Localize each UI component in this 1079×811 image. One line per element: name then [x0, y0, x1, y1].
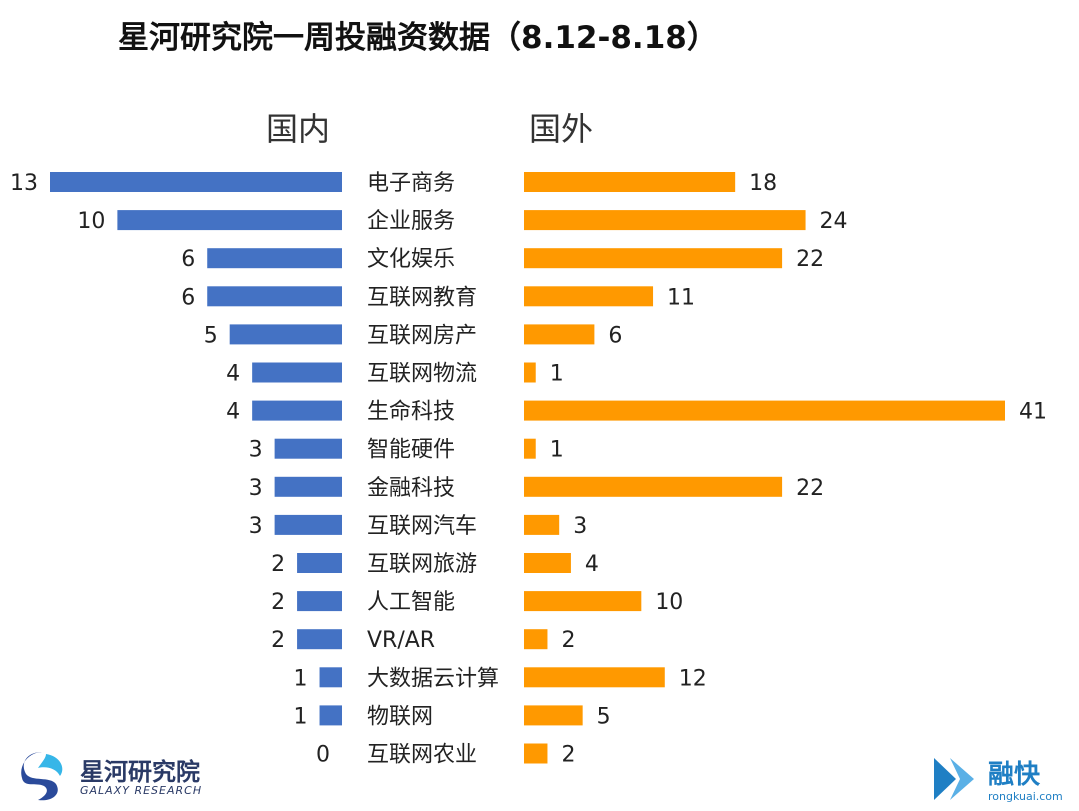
category-label-13: 大数据云计算	[367, 666, 499, 691]
bar-domestic-0	[50, 172, 342, 192]
galaxy-research-logo: 星河研究院 GALAXY RESEARCH	[16, 748, 216, 804]
label-foreign-8: 22	[796, 476, 824, 501]
category-label-2: 文化娱乐	[367, 247, 455, 272]
category-label-3: 互联网教育	[367, 285, 477, 310]
label-foreign-9: 3	[573, 514, 587, 539]
category-label-10: 互联网旅游	[367, 552, 477, 577]
category-label-5: 互联网物流	[367, 362, 477, 387]
bar-domestic-13	[319, 667, 342, 688]
bar-domestic-11	[297, 591, 342, 612]
category-label-9: 互联网汽车	[367, 514, 477, 539]
category-label-11: 人工智能	[367, 590, 455, 615]
label-domestic-6: 4	[226, 400, 240, 425]
label-foreign-11: 10	[655, 590, 683, 615]
label-domestic-5: 4	[226, 362, 240, 387]
bar-foreign-10	[524, 553, 571, 573]
label-foreign-2: 22	[796, 247, 824, 272]
category-label-7: 智能硬件	[367, 438, 455, 463]
bar-domestic-5	[252, 362, 342, 383]
bar-domestic-3	[207, 286, 342, 307]
bar-foreign-5	[524, 362, 536, 383]
label-domestic-2: 6	[181, 247, 195, 272]
label-foreign-10: 4	[585, 552, 599, 577]
label-domestic-11: 2	[271, 590, 285, 615]
label-foreign-6: 41	[1019, 400, 1047, 425]
label-foreign-4: 6	[608, 323, 622, 348]
category-label-0: 电子商务	[367, 171, 455, 196]
bar-domestic-9	[274, 514, 342, 535]
label-domestic-12: 2	[271, 628, 285, 653]
galaxy-logo-subtitle: GALAXY RESEARCH	[80, 784, 203, 797]
label-foreign-3: 11	[667, 285, 695, 310]
legend-foreign: 国外	[529, 110, 593, 148]
label-foreign-1: 24	[820, 209, 848, 234]
label-domestic-10: 2	[271, 552, 285, 577]
label-foreign-0: 18	[749, 171, 777, 196]
bar-foreign-8	[524, 476, 783, 497]
page-title: 星河研究院一周投融资数据（8.12-8.18）	[118, 20, 718, 56]
bar-domestic-1	[117, 210, 342, 231]
bar-foreign-3	[524, 286, 654, 307]
bar-domestic-7	[274, 438, 342, 459]
bar-domestic-2	[207, 248, 342, 269]
bar-foreign-15	[524, 743, 548, 764]
bar-foreign-1	[524, 210, 806, 231]
category-label-15: 互联网农业	[367, 743, 477, 768]
label-foreign-12: 2	[561, 628, 575, 653]
label-domestic-14: 1	[294, 704, 308, 729]
bar-foreign-12	[524, 629, 548, 650]
label-domestic-7: 3	[249, 438, 263, 463]
bar-foreign-4	[524, 324, 595, 345]
category-label-12: VR/AR	[367, 628, 435, 653]
bar-domestic-12	[297, 629, 342, 650]
bar-foreign-14	[524, 705, 583, 726]
bar-foreign-6	[524, 400, 1005, 421]
label-domestic-15: 0	[316, 743, 330, 768]
label-domestic-1: 10	[77, 209, 105, 234]
label-domestic-9: 3	[249, 514, 263, 539]
category-label-14: 物联网	[367, 704, 433, 729]
category-label-8: 金融科技	[367, 476, 455, 501]
rongkuai-logo-url: rongkuai.com	[988, 790, 1063, 803]
category-label-1: 企业服务	[367, 209, 455, 234]
bar-foreign-13	[524, 667, 665, 688]
rongkuai-arrow-icon	[934, 758, 974, 800]
label-domestic-4: 5	[204, 323, 218, 348]
label-foreign-5: 1	[550, 362, 564, 387]
label-domestic-3: 6	[181, 285, 195, 310]
bar-foreign-2	[524, 248, 783, 269]
bar-domestic-14	[319, 705, 342, 726]
bar-domestic-6	[252, 400, 342, 421]
label-foreign-7: 1	[550, 438, 564, 463]
label-foreign-14: 5	[597, 704, 611, 729]
rongkuai-logo: 融快 rongkuai.com	[930, 754, 1070, 808]
label-domestic-0: 13	[10, 171, 38, 196]
bar-foreign-9	[524, 514, 560, 535]
bar-domestic-4	[229, 324, 342, 345]
galaxy-logo-name: 星河研究院	[80, 758, 200, 786]
label-domestic-13: 1	[294, 666, 308, 691]
bar-foreign-7	[524, 438, 536, 459]
bar-domestic-8	[274, 476, 342, 497]
label-foreign-15: 2	[561, 743, 575, 768]
category-label-6: 生命科技	[367, 400, 455, 425]
bar-foreign-0	[524, 172, 736, 192]
galaxy-swirl-icon	[21, 752, 63, 801]
label-domestic-8: 3	[249, 476, 263, 501]
rongkuai-logo-name: 融快	[988, 760, 1041, 790]
label-foreign-13: 12	[679, 666, 707, 691]
bar-foreign-11	[524, 591, 642, 612]
category-label-4: 互联网房产	[367, 323, 477, 348]
legend-domestic: 国内	[266, 110, 330, 148]
bar-domestic-10	[297, 553, 342, 573]
